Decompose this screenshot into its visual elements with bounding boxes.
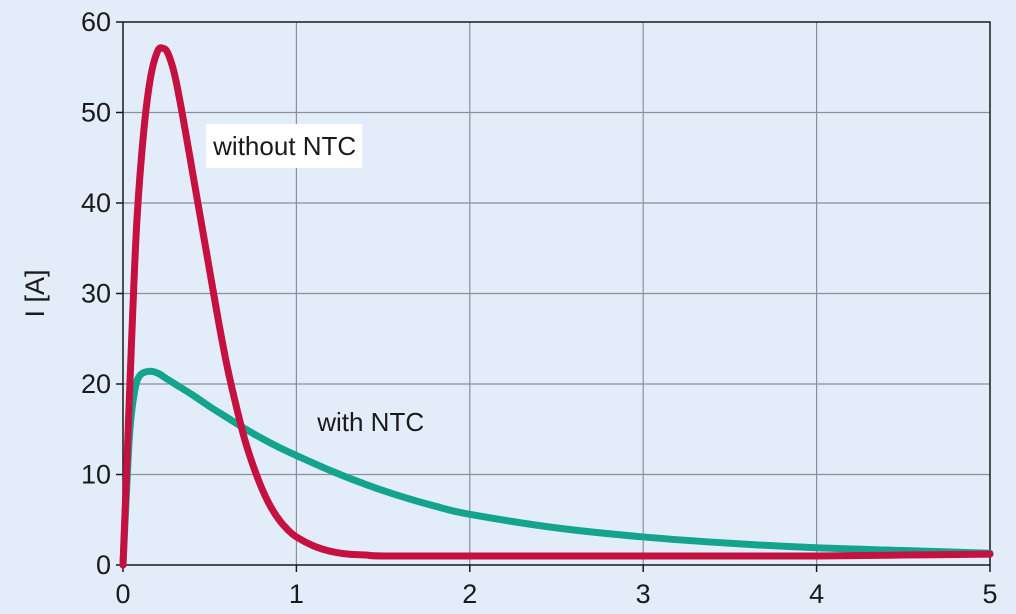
y-tick-label: 40 xyxy=(81,188,111,218)
series-line-with-ntc xyxy=(119,367,994,569)
y-axis-title: I [A] xyxy=(20,269,50,317)
y-tick-labels: 0 10 20 30 40 50 60 xyxy=(81,7,111,580)
y-tick-label: 10 xyxy=(81,460,111,490)
label-without-ntc: without NTC xyxy=(206,124,363,169)
x-tick-labels: 0 1 2 3 4 5 xyxy=(115,579,997,609)
x-tick-label: 2 xyxy=(462,579,477,609)
label-with-ntc: with NTC xyxy=(316,407,424,437)
series-lines xyxy=(119,44,994,569)
y-tick-label: 30 xyxy=(81,279,111,309)
plot-frame xyxy=(122,21,991,566)
label-box-without-ntc xyxy=(206,124,363,169)
x-tick-label: 4 xyxy=(809,579,824,609)
y-tick-label: 60 xyxy=(81,7,111,37)
x-tick-label: 0 xyxy=(115,579,130,609)
y-tick-label: 0 xyxy=(96,550,111,580)
series-line-without-ntc xyxy=(119,44,994,569)
y-tick-label: 50 xyxy=(81,98,111,128)
grid xyxy=(123,22,990,565)
x-tick-label: 1 xyxy=(289,579,304,609)
y-tick-label: 20 xyxy=(81,369,111,399)
x-tick-label: 3 xyxy=(636,579,651,609)
label-text-without-ntc: without NTC xyxy=(212,131,356,161)
x-tick-label: 5 xyxy=(982,579,997,609)
series-labels: without NTC with NTC xyxy=(206,124,424,437)
label-text-with-ntc: with NTC xyxy=(316,407,424,437)
